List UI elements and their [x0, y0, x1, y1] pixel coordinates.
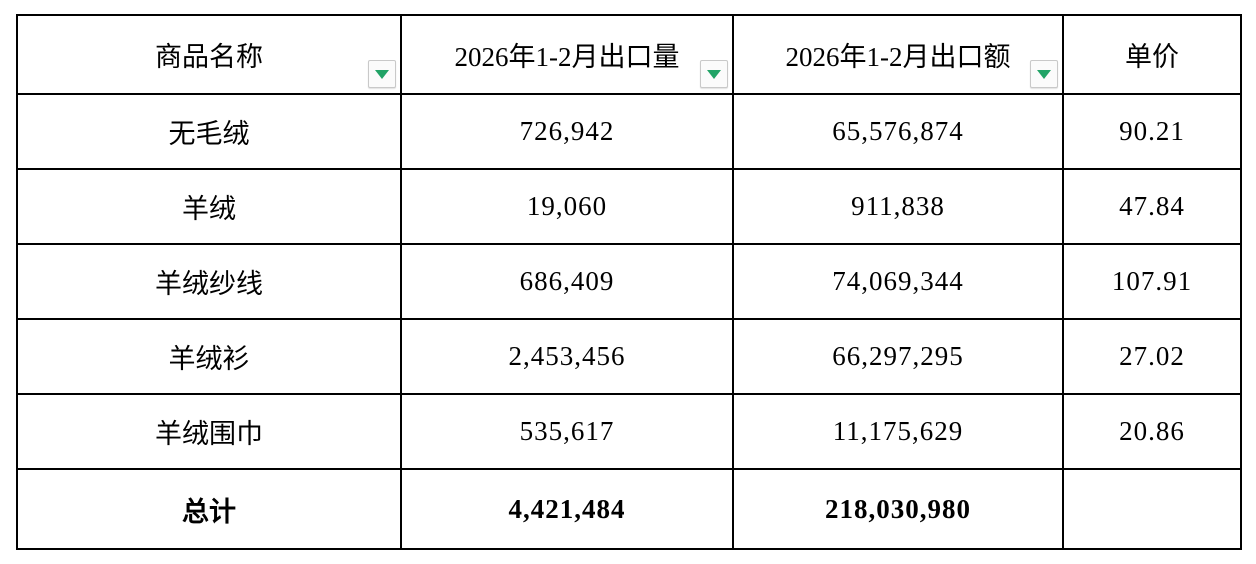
export-data-table: 商品名称 2026年1-2月出口量 2026年1-2月出口额 — [16, 14, 1242, 550]
table-header-row: 商品名称 2026年1-2月出口量 2026年1-2月出口额 — [16, 14, 1242, 95]
column-header-unit-price[interactable]: 单价 — [1062, 14, 1242, 95]
cell-export-value[interactable]: 911,838 — [732, 168, 1064, 245]
filter-dropdown-button[interactable] — [1030, 60, 1058, 88]
cell-total-volume[interactable]: 4,421,484 — [400, 468, 734, 550]
table-row: 羊绒围巾 535,617 11,175,629 20.86 — [16, 393, 1242, 470]
cell-unit-price[interactable]: 90.21 — [1062, 93, 1242, 170]
cell-total-price[interactable] — [1062, 468, 1242, 550]
cell-export-volume[interactable]: 726,942 — [400, 93, 734, 170]
column-header-product-name[interactable]: 商品名称 — [16, 14, 402, 95]
cell-unit-price[interactable]: 107.91 — [1062, 243, 1242, 320]
cell-export-volume[interactable]: 686,409 — [400, 243, 734, 320]
cell-export-value[interactable]: 65,576,874 — [732, 93, 1064, 170]
filter-dropdown-button[interactable] — [368, 60, 396, 88]
column-header-label: 2026年1-2月出口量 — [454, 42, 680, 72]
spreadsheet-table-area: 商品名称 2026年1-2月出口量 2026年1-2月出口额 — [16, 14, 1242, 550]
cell-export-value[interactable]: 66,297,295 — [732, 318, 1064, 395]
cell-total-value[interactable]: 218,030,980 — [732, 468, 1064, 550]
cell-product-name[interactable]: 羊绒纱线 — [16, 243, 402, 320]
table-row: 无毛绒 726,942 65,576,874 90.21 — [16, 93, 1242, 170]
column-header-export-value[interactable]: 2026年1-2月出口额 — [732, 14, 1064, 95]
column-header-label: 单价 — [1125, 42, 1179, 72]
cell-export-value[interactable]: 11,175,629 — [732, 393, 1064, 470]
cell-unit-price[interactable]: 27.02 — [1062, 318, 1242, 395]
filter-arrow-icon — [375, 69, 389, 79]
cell-export-volume[interactable]: 2,453,456 — [400, 318, 734, 395]
cell-unit-price[interactable]: 47.84 — [1062, 168, 1242, 245]
column-header-export-volume[interactable]: 2026年1-2月出口量 — [400, 14, 734, 95]
cell-total-label[interactable]: 总计 — [16, 468, 402, 550]
filter-arrow-icon — [707, 69, 721, 79]
cell-export-value[interactable]: 74,069,344 — [732, 243, 1064, 320]
column-header-label: 商品名称 — [155, 42, 263, 72]
cell-product-name[interactable]: 羊绒衫 — [16, 318, 402, 395]
column-header-label: 2026年1-2月出口额 — [785, 42, 1011, 72]
cell-product-name[interactable]: 羊绒围巾 — [16, 393, 402, 470]
table-row: 羊绒衫 2,453,456 66,297,295 27.02 — [16, 318, 1242, 395]
cell-product-name[interactable]: 无毛绒 — [16, 93, 402, 170]
cell-unit-price[interactable]: 20.86 — [1062, 393, 1242, 470]
filter-dropdown-button[interactable] — [700, 60, 728, 88]
table-total-row: 总计 4,421,484 218,030,980 — [16, 468, 1242, 550]
filter-arrow-icon — [1037, 69, 1051, 79]
cell-export-volume[interactable]: 535,617 — [400, 393, 734, 470]
cell-export-volume[interactable]: 19,060 — [400, 168, 734, 245]
cell-product-name[interactable]: 羊绒 — [16, 168, 402, 245]
table-row: 羊绒纱线 686,409 74,069,344 107.91 — [16, 243, 1242, 320]
table-row: 羊绒 19,060 911,838 47.84 — [16, 168, 1242, 245]
